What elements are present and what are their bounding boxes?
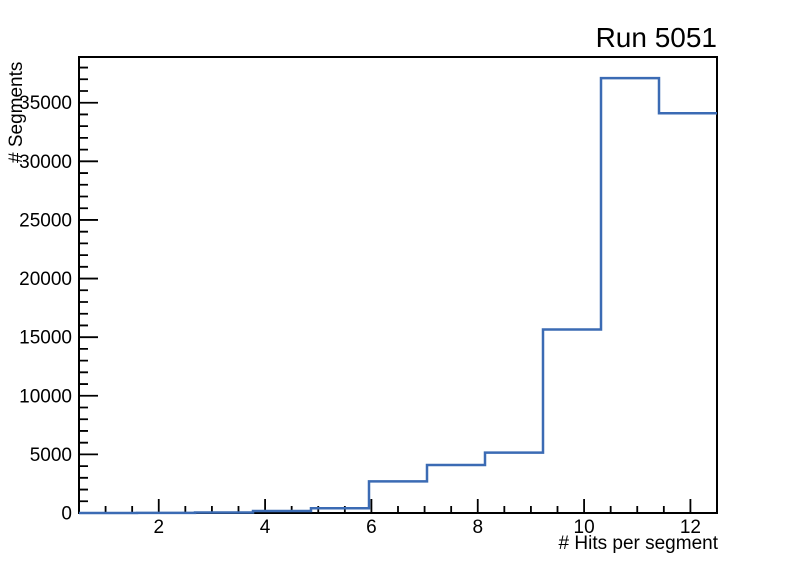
y-tick-label: 15000 (19, 328, 72, 349)
x-tick-label: 10 (574, 517, 595, 538)
y-tick-label: 0 (61, 504, 72, 525)
y-tick-label: 10000 (19, 386, 72, 407)
chart-title: Run 5051 (595, 22, 717, 53)
x-tick-label: 12 (680, 517, 701, 538)
plot-frame (78, 56, 718, 514)
y-tick-label: 5000 (30, 445, 72, 466)
x-tick-label: 2 (153, 517, 164, 538)
x-tick-label: 8 (472, 517, 483, 538)
y-axis-title: # Segments (6, 61, 27, 163)
x-axis-title: # Hits per segment (558, 533, 718, 554)
minor-tick-marks (79, 66, 665, 513)
y-tick-label: 20000 (19, 269, 72, 290)
x-tick-label: 4 (260, 517, 271, 538)
y-tick-label: 35000 (19, 93, 72, 114)
y-tick-label: 30000 (19, 152, 72, 173)
major-tick-marks (79, 101, 692, 514)
x-tick-label: 6 (366, 517, 377, 538)
y-tick-label: 25000 (19, 210, 72, 231)
histogram-step-line (79, 76, 717, 515)
